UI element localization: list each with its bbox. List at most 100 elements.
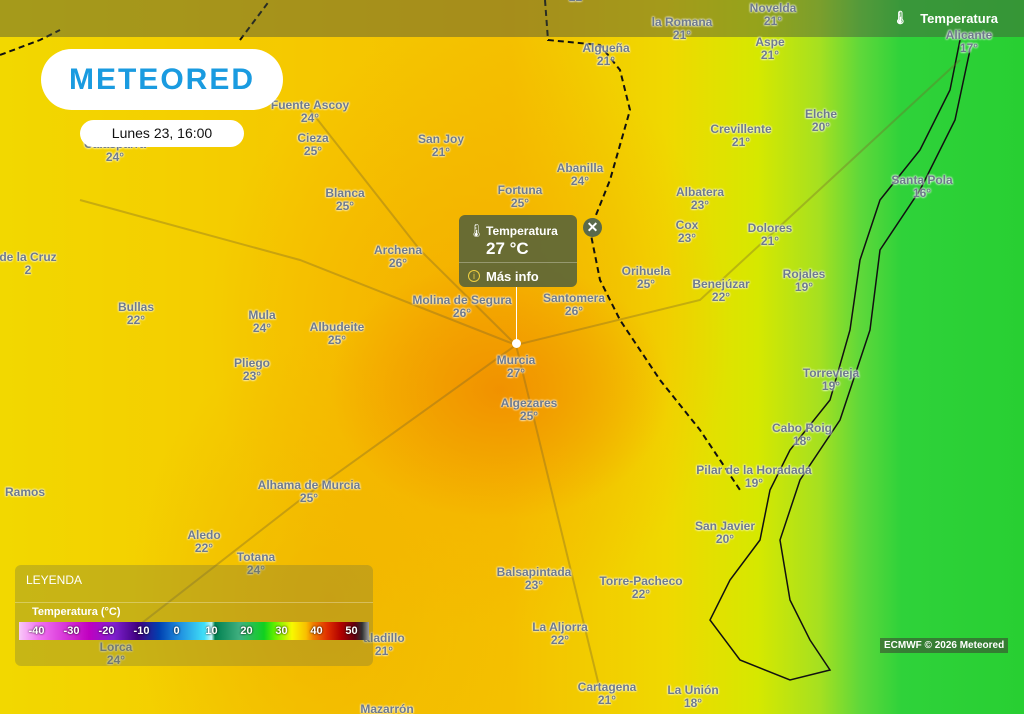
place-label[interactable]: Orihuela 25°	[622, 265, 671, 291]
scale-tick: 40	[310, 625, 323, 637]
meteored-logo[interactable]: METEORED	[41, 49, 283, 110]
place-name: Santa Pola	[891, 173, 953, 187]
place-name: Pliego	[233, 356, 271, 370]
place-name: La Aljorra	[532, 620, 588, 634]
place-temp: 2	[24, 263, 32, 277]
divider	[15, 602, 373, 603]
place-label[interactable]: Crevillente 21°	[710, 123, 771, 149]
place-label[interactable]: Murcia 27°	[497, 354, 536, 380]
place-label[interactable]: Albudeite 25°	[310, 321, 365, 347]
place-temp: 25°	[299, 491, 319, 505]
popup-title: Temperatura	[486, 224, 558, 238]
place-name: Albatera	[675, 185, 725, 199]
coastline	[709, 39, 971, 681]
place-temp: 24°	[106, 653, 126, 667]
place-name: San Javier	[694, 519, 756, 533]
place-label[interactable]: Alhama de Murcia 25°	[258, 479, 361, 505]
place-label[interactable]: Bullas 22°	[118, 301, 154, 327]
place-label[interactable]: Elche 20°	[805, 108, 837, 134]
place-label[interactable]: Archena 26°	[374, 244, 422, 270]
place-label[interactable]: San Joy 21°	[418, 133, 464, 159]
place-label[interactable]: Algezares 25°	[501, 397, 558, 423]
scale-tick: 20	[240, 625, 253, 637]
place-label[interactable]: Dolores 21°	[748, 222, 793, 248]
place-temp: 22°	[569, 0, 587, 4]
place-temp: 22°	[550, 633, 570, 647]
place-temp: 19°	[744, 476, 764, 490]
place-label[interactable]: Cieza 25°	[297, 132, 328, 158]
place-label[interactable]: Fortuna 25°	[498, 184, 543, 210]
place-temp: 21°	[597, 693, 617, 707]
place-label[interactable]: Balsapintada 23°	[497, 566, 572, 592]
place-name: Mazarrón	[360, 702, 414, 716]
place-name: Pilar de la Horadada	[696, 463, 812, 477]
place-name: de la Cruz	[0, 250, 57, 264]
place-label[interactable]: Lorca 24°	[100, 641, 133, 667]
place-temp: 21°	[760, 48, 780, 62]
place-label[interactable]: Santomera 26°	[543, 292, 605, 318]
place-temp: 25°	[335, 199, 355, 213]
place-label[interactable]: Aledo 22°	[187, 529, 220, 555]
place-name: Aledo	[187, 528, 221, 542]
place-label[interactable]: aladillo 21°	[363, 632, 404, 658]
place-name: Lorca	[99, 640, 133, 654]
layer-selector[interactable]: 🌡 Temperatura	[892, 10, 998, 26]
place-label[interactable]: Aspe 21°	[755, 36, 784, 62]
place-label[interactable]: la Romana 21°	[652, 16, 713, 42]
place-label[interactable]: Torrevieja 19°	[803, 367, 859, 393]
place-label[interactable]: 22°	[569, 0, 587, 4]
place-label[interactable]: Novelda 21°	[750, 2, 797, 28]
place-temp: 19°	[794, 280, 814, 294]
place-label[interactable]: La Unión 18°	[667, 684, 718, 710]
place-label[interactable]: La Aljorra 22°	[532, 621, 588, 647]
place-label[interactable]: Mula 24°	[248, 309, 275, 335]
place-label[interactable]: Albatera 23°	[676, 186, 724, 212]
place-label[interactable]: de la Cruz 2	[0, 251, 57, 277]
place-label[interactable]: Mazarrón	[360, 703, 413, 716]
place-label[interactable]: Ramos	[5, 486, 45, 499]
place-name: Crevillente	[710, 122, 772, 136]
scale-tick: -40	[28, 625, 45, 637]
place-label[interactable]: Abanilla 24°	[557, 162, 604, 188]
divider	[459, 262, 577, 263]
place-temp: 18°	[792, 434, 812, 448]
place-label[interactable]: Cartagena 21°	[578, 681, 637, 707]
place-label[interactable]: Santa Pola 16°	[891, 174, 952, 200]
place-temp: 24°	[252, 321, 272, 335]
place-name: La Unión	[667, 683, 719, 697]
place-label[interactable]: Algueña 21°	[582, 42, 629, 68]
place-temp: 25°	[327, 333, 347, 347]
region-border	[0, 0, 741, 491]
place-name: Benejúzar	[692, 277, 750, 291]
place-label[interactable]: Cox 23°	[676, 219, 699, 245]
place-name: aladillo	[363, 631, 405, 645]
place-label[interactable]: Blanca 25°	[325, 187, 364, 213]
location-marker[interactable]	[512, 339, 521, 348]
place-name: Elche	[804, 107, 838, 121]
place-name: Novelda	[749, 1, 797, 15]
place-temp: 21°	[431, 145, 451, 159]
legend-unit: Temperatura (°C)	[32, 606, 121, 618]
place-label[interactable]: Torre-Pacheco 22°	[599, 575, 682, 601]
close-popup-button[interactable]: ✕	[583, 218, 602, 237]
place-name: Torre-Pacheco	[599, 574, 683, 588]
place-temp: 24°	[246, 563, 266, 577]
place-label[interactable]: Fuente Ascoy 24°	[271, 99, 349, 125]
place-label[interactable]: Benejúzar 22°	[692, 278, 749, 304]
place-label[interactable]: Molina de Segura 26°	[412, 294, 511, 320]
place-label[interactable]: Alicante 17°	[946, 29, 993, 55]
place-temp: 26°	[452, 306, 472, 320]
place-label[interactable]: Rojales 19°	[783, 268, 826, 294]
thermometer-icon: 🌡	[468, 223, 485, 238]
place-label[interactable]: Cabo Roig 18°	[772, 422, 832, 448]
place-label[interactable]: San Javier 20°	[695, 520, 755, 546]
place-label[interactable]: Totana 24°	[237, 551, 275, 577]
place-label[interactable]: Pilar de la Horadada 19°	[696, 464, 811, 490]
place-temp: 25°	[519, 409, 539, 423]
more-info-link[interactable]: Más info	[486, 269, 539, 284]
place-label[interactable]: Pliego 23°	[234, 357, 270, 383]
place-temp: 21°	[672, 28, 692, 42]
layer-label: Temperatura	[920, 10, 998, 26]
place-name: Blanca	[325, 186, 365, 200]
